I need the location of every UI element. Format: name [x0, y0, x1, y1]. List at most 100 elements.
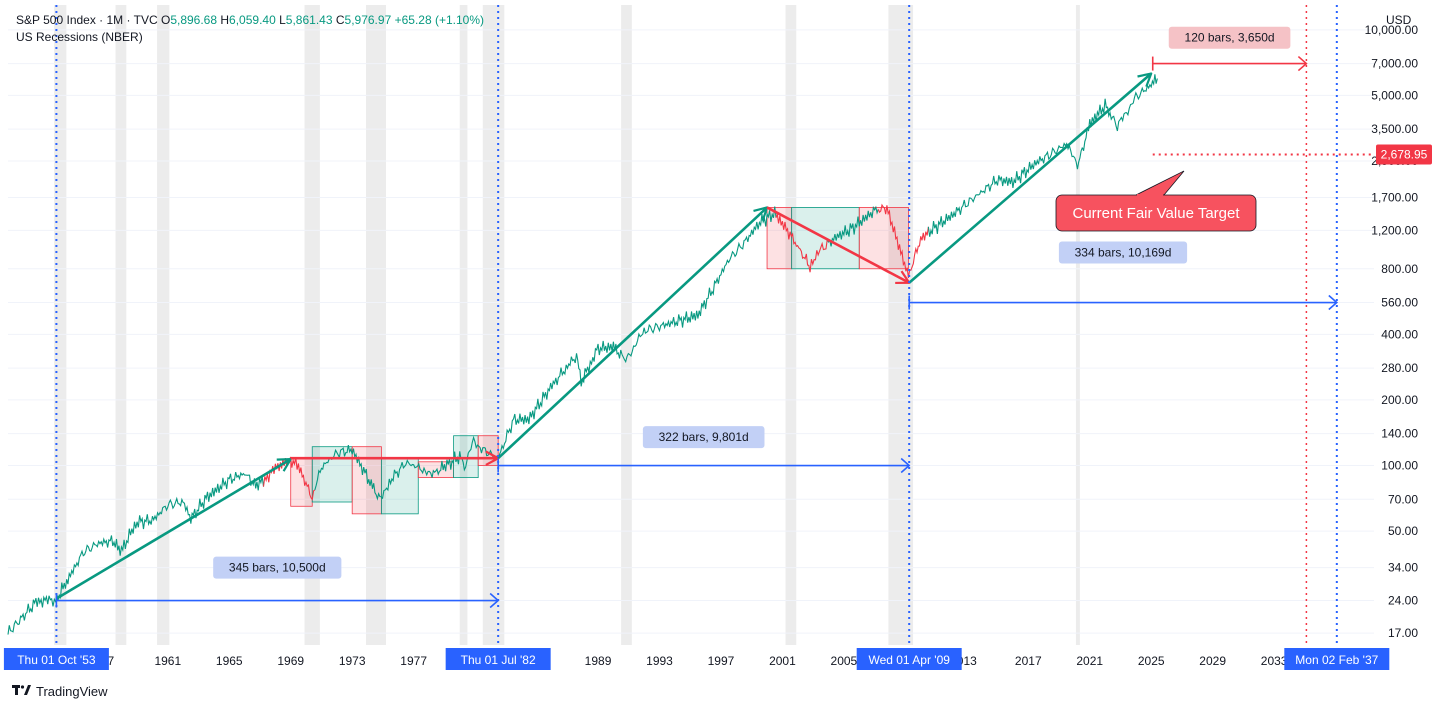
range-box-1	[311, 446, 353, 503]
price-series-segment	[416, 451, 469, 478]
price-series-segment	[979, 161, 1032, 195]
measure-arrow-icon-0	[489, 592, 500, 609]
price-label-bg	[1376, 144, 1432, 165]
range-box-3	[380, 457, 419, 515]
price-series-segment	[1132, 74, 1158, 104]
legend-close: 5,976.97	[344, 13, 392, 27]
trend-arrow-2000-2009	[766, 206, 910, 284]
x-tick-label-14: 2021	[1076, 654, 1103, 668]
legend-symbol[interactable]: S&P 500 Index · 1M · TVC	[16, 13, 158, 27]
price-series-segment	[570, 340, 623, 387]
measure-label-1: 322 bars, 9,801d	[659, 430, 749, 444]
range-box-0	[290, 457, 313, 507]
trend-arrow-2009-2025-head	[1137, 72, 1153, 88]
recession-band-2	[157, 5, 170, 645]
x-tick-label-3: 1969	[277, 654, 304, 668]
legend-low: 5,861.43	[285, 13, 333, 27]
y-tick-label-1: 7,000.00	[1371, 57, 1418, 71]
x-tick-label-7: 1989	[585, 654, 612, 668]
trend-arrow-2009-2025	[908, 72, 1153, 284]
date-marker-bg-2	[856, 648, 962, 670]
tradingview-logo[interactable]: TradingView	[12, 684, 108, 699]
legend-change: +65.28 (+1.10%)	[394, 13, 484, 27]
callout-text: Current Fair Value Target	[1072, 205, 1240, 222]
y-tick-label-15: 50.00	[1388, 524, 1418, 538]
recession-band-5	[459, 5, 468, 645]
price-series-segment	[7, 594, 60, 635]
measure-label-bg-3	[1168, 26, 1291, 49]
y-tick-label-17: 24.00	[1388, 594, 1418, 608]
x-tick-label-15: 2025	[1138, 654, 1165, 668]
y-tick-label-10: 280.00	[1381, 361, 1418, 375]
y-tick-label-9: 400.00	[1381, 327, 1418, 341]
recession-band-7	[621, 5, 632, 645]
measure-arrow-icon-1	[900, 457, 911, 474]
measure-tool-1: 322 bars, 9,801d	[497, 426, 911, 474]
y-tick-label-8: 560.00	[1381, 296, 1418, 310]
legend-open-label: O	[160, 13, 171, 27]
y-axis: USD10,000.007,000.005,000.003,500.002,50…	[1365, 13, 1432, 640]
x-tick-label-12: 013	[957, 654, 977, 668]
measure-tool-2: 334 bars, 10,169d	[908, 241, 1339, 311]
legend-indicator[interactable]: US Recessions (NBER)	[16, 30, 143, 44]
x-tick-label-9: 1997	[708, 654, 735, 668]
x-tick-label-17: 2033	[1261, 654, 1288, 668]
date-marker-bg-1	[445, 648, 551, 670]
measure-arrow-icon-3	[1297, 55, 1308, 72]
date-marker-bg-3	[1284, 648, 1390, 670]
recession-band-6	[482, 5, 505, 645]
price-series-segment	[365, 459, 418, 501]
legend-high-label: H	[220, 13, 230, 27]
x-tick-label-2: 1965	[216, 654, 243, 668]
recession-band-4	[366, 5, 386, 645]
y-tick-label-2: 5,000.00	[1371, 88, 1418, 102]
y-axis-currency: USD	[1386, 13, 1412, 27]
fair-value-callout: Current Fair Value Target	[1055, 170, 1257, 232]
y-tick-label-6: 1,200.00	[1371, 223, 1418, 237]
x-tick-label-13: 2017	[1015, 654, 1042, 668]
price-series-segment	[927, 193, 980, 237]
price-series-segment	[519, 356, 572, 425]
price-series-segment	[58, 537, 111, 600]
measure-label-3: 120 bars, 3,650d	[1185, 31, 1275, 45]
y-tick-label-12: 140.00	[1381, 427, 1418, 441]
trend-arrow-1953-1969	[55, 457, 292, 600]
price-series-segment	[314, 444, 367, 491]
x-tick-label-10: 2001	[769, 654, 796, 668]
date-marker-label-1: Thu 01 Jul '82	[461, 653, 536, 667]
recession-band-8	[785, 5, 797, 645]
date-marker-label-3: Mon 02 Feb '37	[1295, 653, 1378, 667]
recession-band-1	[115, 5, 127, 645]
callout-pointer	[1135, 170, 1185, 196]
recession-band-10	[1075, 5, 1080, 645]
y-tick-label-7: 800.00	[1381, 262, 1418, 276]
price-series-segment	[1030, 142, 1083, 170]
y-tick-label-13: 100.00	[1381, 459, 1418, 473]
y-tick-label-14: 70.00	[1388, 492, 1418, 506]
legend-open: 5,896.68	[170, 13, 218, 27]
x-tick-label-4: 1973	[339, 654, 366, 668]
recession-band-3	[304, 5, 320, 645]
legend-low-label: L	[279, 13, 286, 27]
measure-arrow-icon-2	[1328, 294, 1339, 311]
trend-arrow-1982-2000	[497, 206, 768, 460]
x-tick-label-8: 1993	[646, 654, 673, 668]
measure-label-bg-2	[1058, 241, 1188, 264]
price-series-segment	[160, 487, 214, 524]
measure-label-bg-0	[213, 556, 342, 579]
measure-label-2: 334 bars, 10,169d	[1075, 246, 1172, 260]
measure-tool-3: 120 bars, 3,650d	[1151, 26, 1308, 72]
price-series-segment	[826, 205, 879, 247]
legend-high: 6,059.40	[229, 13, 276, 27]
x-tick-label-1: 1961	[154, 654, 181, 668]
measure-label-bg-1	[642, 426, 765, 449]
callout-joint	[1137, 194, 1163, 197]
price-series-segment	[724, 206, 777, 267]
y-tick-label-5: 1,700.00	[1371, 190, 1418, 204]
y-tick-label-11: 200.00	[1381, 393, 1418, 407]
price-series-segment	[775, 213, 828, 273]
chart-legend: S&P 500 Index · 1M · TVC O5,896.68 H6,05…	[16, 12, 484, 46]
y-tick-label-0: 10,000.00	[1365, 23, 1419, 37]
y-tick-label-18: 17.00	[1388, 626, 1418, 640]
